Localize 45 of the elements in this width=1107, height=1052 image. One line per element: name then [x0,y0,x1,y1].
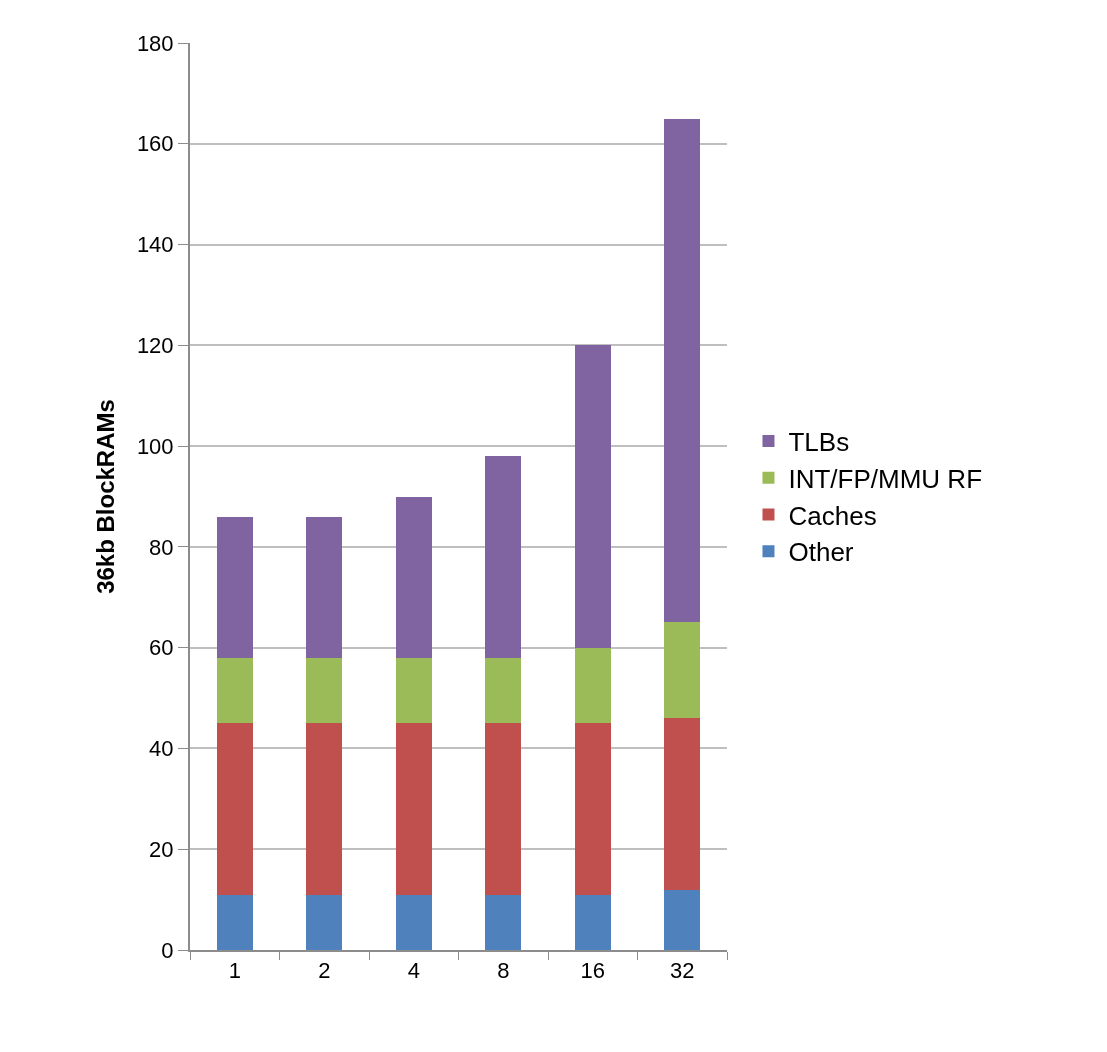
bar [664,889,701,950]
bar [306,723,343,895]
bar [395,657,432,724]
y-tick-label: 180 [136,30,174,56]
bar [216,516,253,658]
y-tick-label: 100 [136,433,174,459]
legend-label: Other [788,537,854,568]
bar [216,723,253,895]
bar [485,657,522,724]
y-tick-label: 80 [149,534,174,560]
y-tick-label: 60 [149,635,174,661]
x-tick-label: 16 [580,958,605,984]
bar [306,516,343,658]
y-tick-label: 20 [149,836,174,862]
bar [485,456,522,658]
x-tick-label: 32 [670,958,695,984]
bar [395,894,432,950]
bar [395,723,432,895]
legend-label: TLBs [788,427,850,458]
bar [216,657,253,724]
bar [485,894,522,950]
y-tick-label: 0 [161,937,174,963]
bar [395,496,432,658]
bar [664,718,701,890]
bar [216,894,253,950]
bar [485,723,522,895]
bar [574,894,611,950]
bar [664,118,701,623]
x-tick-label: 4 [407,958,420,984]
legend-label: Caches [788,500,877,531]
y-tick-label: 160 [136,131,174,157]
bar [574,647,611,724]
y-tick-label: 120 [136,333,174,359]
y-tick-label: 40 [149,736,174,762]
y-axis-title: 36kb BlockRAMs [92,399,120,594]
bar [306,657,343,724]
bar [306,894,343,950]
x-tick-label: 1 [228,958,241,984]
bar [574,345,611,648]
bar [574,723,611,895]
x-tick-label: 2 [318,958,331,984]
y-tick-label: 140 [136,232,174,258]
bar [664,622,701,719]
legend-label: INT/FP/MMU RF [788,463,983,494]
x-tick-label: 8 [497,958,510,984]
